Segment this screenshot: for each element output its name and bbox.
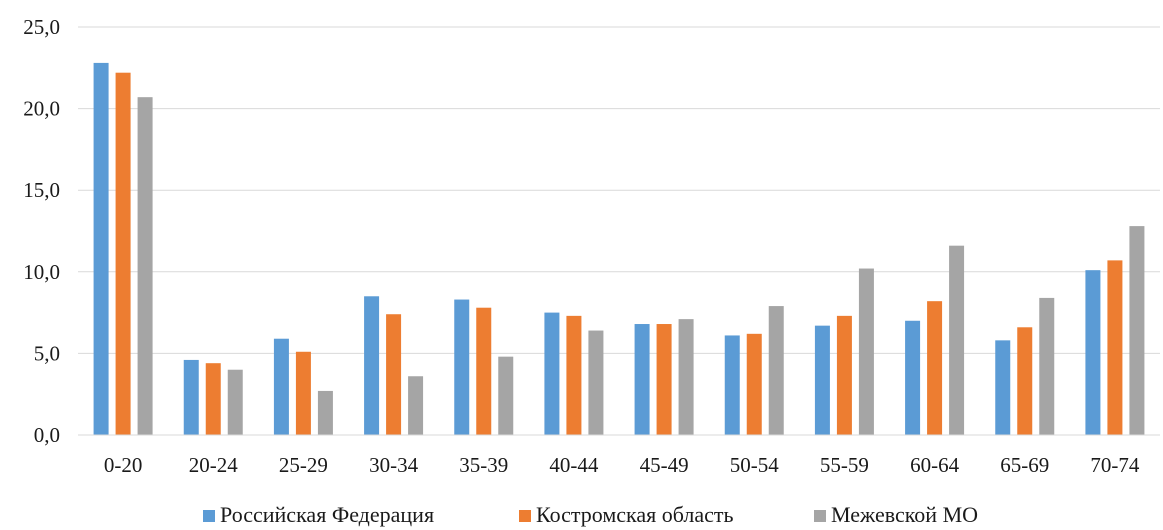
- x-tick-label: 65-69: [1000, 453, 1049, 477]
- legend: Российская Федерация Костромская область М…: [203, 502, 978, 527]
- bar: [1017, 327, 1033, 435]
- bar: [137, 97, 153, 436]
- bar: [317, 390, 333, 435]
- bar: [498, 356, 514, 435]
- legend-label: Костромская область: [536, 502, 734, 527]
- bar: [634, 324, 650, 435]
- bar: [454, 299, 470, 435]
- bar: [927, 301, 943, 435]
- x-tick-label: 0-20: [104, 453, 143, 477]
- legend-swatch: [519, 510, 531, 522]
- x-tick-label: 50-54: [730, 453, 779, 477]
- bar: [364, 296, 380, 435]
- x-tick-label: 30-34: [369, 453, 418, 477]
- y-axis: 0,0 5,0 10,0 15,0 20,0 25,0: [23, 15, 60, 447]
- bar: [115, 72, 131, 436]
- bar: [724, 335, 740, 435]
- bar: [746, 333, 762, 435]
- bar: [273, 338, 289, 435]
- y-tick-label: 20,0: [23, 97, 60, 121]
- bar: [1085, 270, 1101, 435]
- x-tick-label: 25-29: [279, 453, 328, 477]
- bar: [949, 245, 965, 435]
- bar: [295, 351, 311, 435]
- bar: [768, 306, 784, 435]
- bar: [678, 319, 694, 435]
- x-tick-label: 70-74: [1090, 453, 1139, 477]
- bar: [544, 312, 560, 435]
- bar: [476, 307, 492, 435]
- bars: [93, 62, 1145, 436]
- bar: [1107, 260, 1123, 435]
- y-tick-label: 15,0: [23, 178, 60, 202]
- legend-label: Российская Федерация: [220, 502, 434, 527]
- bar: [93, 62, 109, 436]
- bar: [1129, 226, 1145, 435]
- legend-label: Межевской МО: [831, 502, 978, 527]
- bar: [588, 330, 604, 435]
- bar: [386, 314, 402, 435]
- x-tick-label: 45-49: [640, 453, 689, 477]
- bar: [566, 315, 582, 435]
- bar: [836, 315, 852, 435]
- bar: [1039, 297, 1055, 435]
- bar: [814, 325, 830, 435]
- x-tick-label: 40-44: [549, 453, 598, 477]
- legend-swatch: [814, 510, 826, 522]
- gridlines: [78, 26, 1160, 354]
- y-tick-label: 10,0: [23, 260, 60, 284]
- x-axis: 0-20 20-24 25-29 30-34 35-39 40-44 45-49 50-54 5…: [104, 453, 1140, 477]
- x-tick-label: 55-59: [820, 453, 869, 477]
- bar: [905, 320, 921, 435]
- bar: [227, 369, 243, 435]
- y-tick-label: 5,0: [34, 341, 60, 365]
- x-tick-label: 60-64: [910, 453, 959, 477]
- x-tick-label: 35-39: [459, 453, 508, 477]
- legend-swatch: [203, 510, 215, 522]
- bar: [408, 376, 424, 435]
- x-tick-label: 20-24: [189, 453, 238, 477]
- bar: [205, 363, 221, 435]
- bar: [858, 268, 874, 435]
- y-tick-label: 25,0: [23, 15, 60, 39]
- bar: [995, 340, 1011, 435]
- bar: [656, 324, 672, 435]
- y-tick-label: 0,0: [34, 423, 60, 447]
- bar: [183, 359, 199, 435]
